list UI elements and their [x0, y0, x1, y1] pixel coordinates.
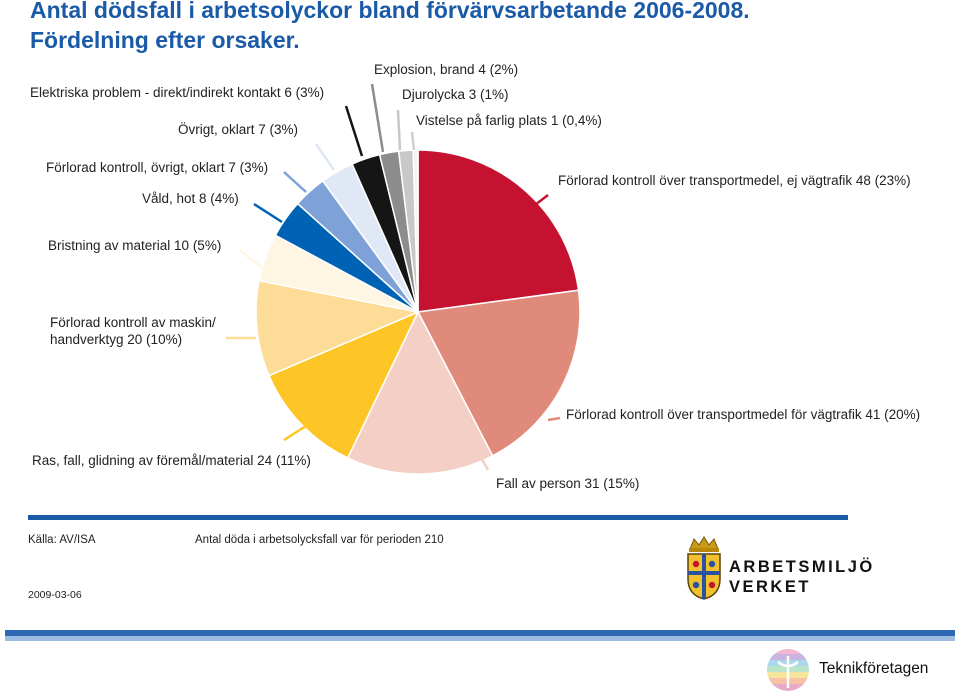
slice-label-9: Övrigt, oklart 7 (3%) — [178, 122, 298, 137]
leader-line-2 — [547, 416, 561, 422]
slice-label-7: Våld, hot 8 (4%) — [142, 191, 239, 206]
footer-band — [5, 630, 955, 641]
coat-of-arms-icon — [687, 536, 721, 600]
leader-line-10 — [344, 105, 364, 157]
leader-line-8 — [283, 171, 307, 193]
pie-slice-2 — [416, 289, 581, 457]
slice-labels: Förlorad kontroll över transportmedel, e… — [30, 62, 920, 491]
slice-label-4: Ras, fall, glidning av föremål/material … — [32, 453, 311, 468]
leader-line-12 — [396, 109, 402, 151]
slice-label-2: Förlorad kontroll över transportmedel fö… — [566, 407, 920, 422]
pie-slices — [255, 149, 581, 475]
brand-name: Teknikföretagen — [819, 660, 929, 677]
pie-slice-4 — [268, 310, 420, 459]
leader-lines — [226, 83, 561, 471]
leader-line-7 — [253, 202, 283, 224]
leader-line-4 — [283, 424, 307, 442]
slice-label-11: Explosion, brand 4 (2%) — [374, 62, 518, 77]
slice-label-5: Förlorad kontroll av maskin/handverktyg … — [50, 315, 216, 347]
chart-title-line-1: Antal dödsfall i arbetsolyckor bland för… — [30, 0, 750, 23]
date-stamp: 2009-03-06 — [28, 589, 82, 601]
teknikforetagen-logo: Teknikföretagen — [766, 648, 936, 691]
footer-rule — [28, 515, 848, 520]
slice-label-8: Förlorad kontroll, övrigt, oklart 7 (3%) — [46, 160, 268, 175]
slice-label-12: Djurolycka 3 (1%) — [402, 87, 509, 102]
slice-label-1: Förlorad kontroll över transportmedel, e… — [558, 173, 911, 188]
leader-line-3 — [478, 455, 490, 471]
teknikforetagen-emblem-icon — [767, 649, 809, 691]
source-note: Källa: AV/ISA — [28, 534, 96, 546]
leader-line-1 — [534, 194, 549, 206]
slice-label-10: Elektriska problem - direkt/indirekt kon… — [30, 85, 324, 100]
chart-title-line-2: Fördelning efter orsaker. — [30, 27, 300, 53]
leader-line-13 — [410, 131, 416, 151]
pie-chart: Förlorad kontroll över transportmedel, e… — [30, 62, 920, 491]
arbetsmiljoverket-logo: ARBETSMILJÖ VERKET — [684, 535, 872, 601]
leader-line-11 — [370, 83, 385, 153]
total-note: Antal döda i arbetsolycksfall var för pe… — [195, 534, 444, 546]
leader-line-6 — [239, 249, 263, 269]
pie-slice-1 — [417, 149, 580, 313]
slice-label-3: Fall av person 31 (15%) — [496, 476, 639, 491]
leader-line-9 — [314, 143, 336, 171]
slice-label-6: Bristning av material 10 (5%) — [48, 238, 221, 253]
logo-line-1: ARBETSMILJÖ — [729, 558, 875, 576]
slice-label-13: Vistelse på farlig plats 1 (0,4%) — [416, 113, 602, 128]
logo-line-2: VERKET — [729, 578, 811, 596]
